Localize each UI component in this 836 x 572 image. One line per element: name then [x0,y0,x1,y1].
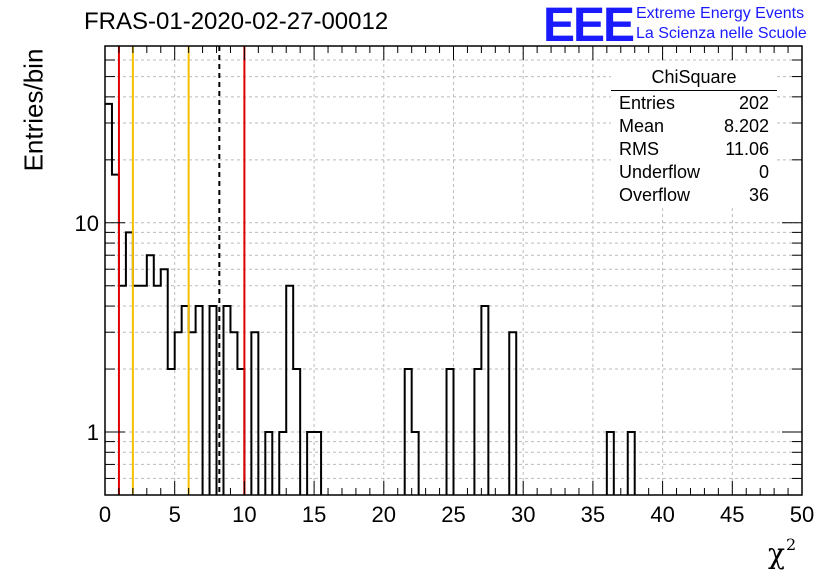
stats-value: 8.202 [723,116,769,136]
stats-row-overflow: Overflow 36 [619,185,769,207]
y-tick-label: 10 [75,211,99,236]
x-axis-label: χ2 [768,535,797,570]
stats-box: ChiSquare Entries 202 Mean 8.202 RMS 11.… [611,63,777,207]
stats-value: 36 [748,185,769,205]
stats-value: 11.06 [725,139,769,159]
stats-row-underflow: Underflow 0 [619,162,769,184]
x-tick-label: 30 [511,502,535,527]
stats-label: Underflow [619,162,701,182]
x-tick-label: 50 [790,502,814,527]
y-axis-label: Entries/bin [18,48,49,172]
stats-value: 0 [758,162,769,182]
chart-title: FRAS-01-2020-02-27-00012 [84,8,389,35]
x-tick-label: 40 [650,502,674,527]
stats-label: Mean [619,116,665,136]
stats-row-rms: RMS 11.06 [619,139,769,161]
logo-mark: EEE [543,0,635,52]
x-tick-label: 0 [99,502,111,527]
stats-title: ChiSquare [651,67,737,87]
x-tick-label: 5 [169,502,181,527]
x-tick-label: 35 [581,502,605,527]
logo-line-2: La Scienza nelle Scuole [636,25,807,42]
stats-label: RMS [619,139,659,159]
logo-line-1: Extreme Energy Events [636,5,805,22]
histogram-outline [105,102,636,495]
x-tick-label: 10 [232,502,256,527]
x-tick-label: 15 [302,502,326,527]
x-tick-label: 20 [372,502,396,527]
stats-label: Entries [619,93,676,113]
eee-logo: EEE Extreme Energy Events La Scienza nel… [543,0,833,52]
y-tick-label: 1 [87,420,99,445]
x-tick-label: 45 [720,502,744,527]
stats-row-entries: Entries 202 [619,93,769,115]
stats-row-mean: Mean 8.202 [619,116,769,138]
stats-label: Overflow [619,185,691,205]
x-tick-label: 25 [441,502,465,527]
stats-title-underline [611,90,777,91]
stats-box-bg [611,63,777,207]
stats-value: 202 [738,93,769,113]
